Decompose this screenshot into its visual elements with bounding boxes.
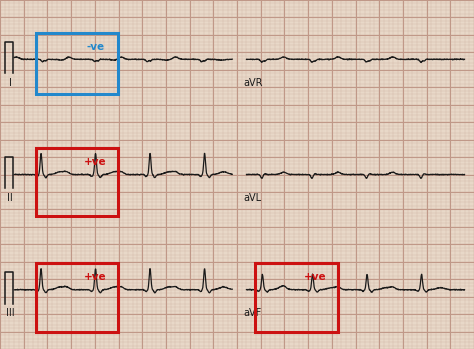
Text: I: I bbox=[9, 77, 11, 88]
Text: III: III bbox=[6, 308, 14, 318]
Text: aVR: aVR bbox=[244, 77, 263, 88]
Text: II: II bbox=[7, 193, 13, 203]
Text: +ve: +ve bbox=[303, 272, 326, 282]
Text: +ve: +ve bbox=[84, 157, 107, 167]
Bar bbox=[255, 263, 338, 332]
Text: aVF: aVF bbox=[244, 308, 262, 318]
Text: +ve: +ve bbox=[84, 272, 107, 282]
Text: -ve: -ve bbox=[86, 42, 104, 52]
Bar bbox=[36, 33, 118, 94]
Bar bbox=[36, 263, 118, 332]
Text: aVL: aVL bbox=[244, 193, 262, 203]
Bar bbox=[36, 148, 118, 216]
